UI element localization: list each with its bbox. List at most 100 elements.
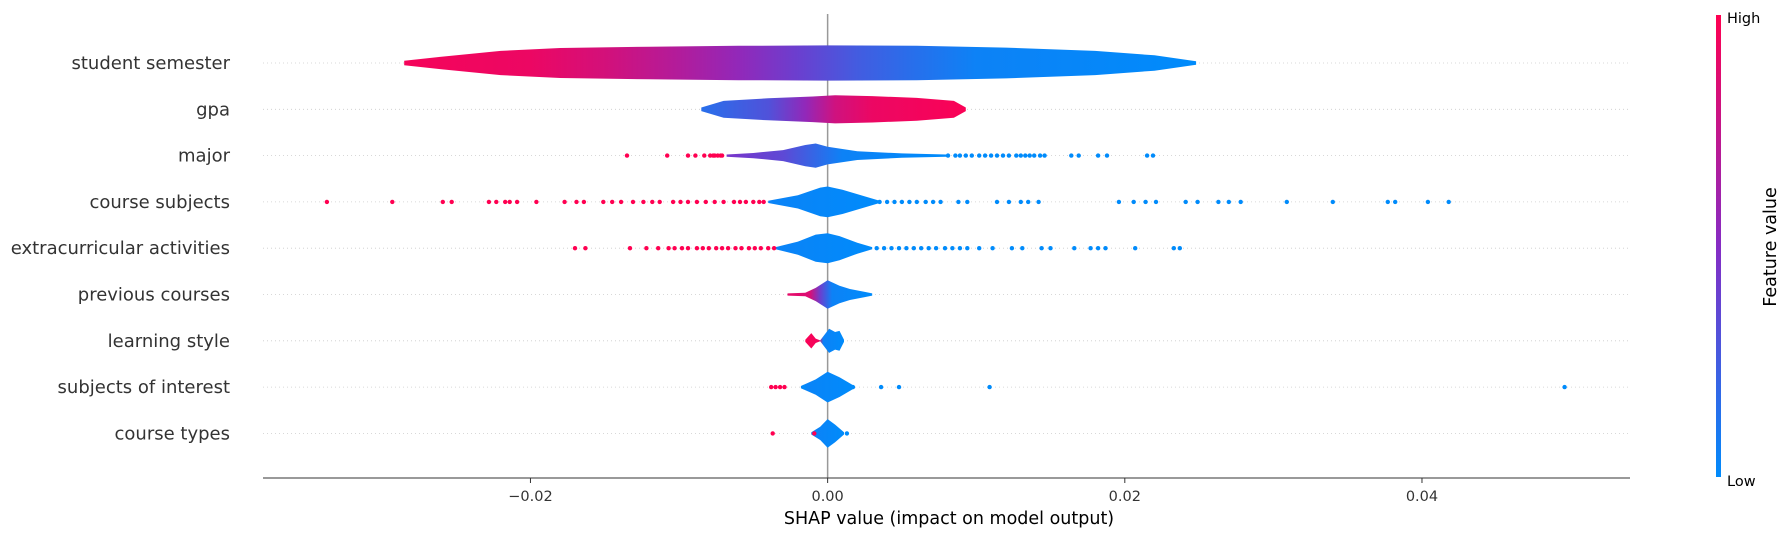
point-high-course-subjects bbox=[618, 199, 624, 205]
point-high-extracurricular-activities bbox=[733, 246, 738, 251]
point-high-extracurricular-activities bbox=[714, 246, 719, 251]
outlier-points bbox=[324, 153, 1567, 436]
point-low-course-subjects bbox=[1036, 199, 1041, 205]
colorbar-low-label: Low bbox=[1727, 474, 1756, 490]
point-low-course-subjects bbox=[1446, 199, 1451, 205]
feature-label-previous-courses: previous courses bbox=[78, 285, 230, 306]
point-high-course-subjects bbox=[737, 199, 743, 205]
point-low-course-subjects bbox=[907, 199, 912, 205]
point-low-course-subjects bbox=[892, 199, 897, 205]
point-low-extracurricular-activities bbox=[1095, 246, 1101, 251]
point-low-course-subjects bbox=[1153, 199, 1159, 205]
point-high-course-subjects bbox=[721, 199, 726, 205]
point-high-subjects-of-interest bbox=[777, 384, 783, 390]
violin-learning-style bbox=[805, 328, 844, 353]
x-tick-label: 0.02 bbox=[1109, 489, 1141, 505]
point-high-course-subjects bbox=[324, 199, 330, 205]
point-high-course-subjects bbox=[650, 199, 655, 205]
point-high-extracurricular-activities bbox=[766, 246, 771, 251]
point-high-course-subjects bbox=[685, 199, 691, 205]
x-axis: −0.02 0.00 0.02 0.04 bbox=[263, 477, 1630, 505]
feature-label-course-types: course types bbox=[115, 423, 230, 444]
point-high-course-subjects bbox=[507, 199, 512, 205]
point-low-extracurricular-activities bbox=[957, 246, 963, 251]
point-high-course-subjects bbox=[390, 199, 395, 205]
point-low-course-subjects bbox=[930, 199, 936, 205]
point-high-course-types bbox=[770, 431, 775, 436]
x-tick-label: −0.02 bbox=[508, 489, 552, 505]
point-low-extracurricular-activities bbox=[1009, 246, 1015, 251]
point-low-course-subjects bbox=[1143, 199, 1148, 205]
point-high-course-subjects bbox=[503, 199, 508, 205]
point-low-extracurricular-activities bbox=[919, 246, 924, 251]
point-low-extracurricular-activities bbox=[1072, 246, 1077, 251]
point-low-course-subjects bbox=[956, 199, 961, 205]
point-low-major bbox=[945, 153, 951, 158]
feature-label-course-subjects: course subjects bbox=[89, 192, 230, 213]
feature-label-major: major bbox=[178, 146, 231, 167]
point-high-course-subjects bbox=[562, 199, 567, 205]
point-low-course-subjects bbox=[923, 199, 928, 205]
x-tick-label: 0.00 bbox=[811, 489, 843, 505]
point-low-course-subjects bbox=[994, 199, 1000, 205]
point-low-course-subjects bbox=[1226, 199, 1232, 205]
point-low-extracurricular-activities bbox=[926, 246, 931, 251]
point-high-major bbox=[685, 153, 691, 158]
feature-label-extracurricular-activities: extracurricular activities bbox=[11, 238, 230, 259]
point-low-extracurricular-activities bbox=[1020, 246, 1025, 251]
point-low-course-subjects bbox=[1131, 199, 1136, 205]
point-high-course-subjects bbox=[757, 199, 762, 205]
point-low-course-subjects bbox=[1393, 199, 1398, 205]
point-low-extracurricular-activities bbox=[874, 246, 879, 251]
point-high-course-subjects bbox=[657, 199, 662, 205]
colorbar: High Low Feature value bbox=[1716, 11, 1781, 490]
point-low-major bbox=[1104, 153, 1110, 158]
point-high-subjects-of-interest bbox=[769, 384, 774, 390]
point-low-major bbox=[1027, 153, 1032, 158]
point-low-major bbox=[1042, 153, 1047, 158]
point-low-course-subjects bbox=[884, 199, 890, 205]
point-high-course-subjects bbox=[494, 199, 499, 205]
point-low-extracurricular-activities bbox=[1103, 246, 1108, 251]
point-high-course-subjects bbox=[703, 199, 708, 205]
feature-label-gpa: gpa bbox=[196, 99, 230, 120]
point-low-major bbox=[953, 153, 958, 158]
point-high-extracurricular-activities bbox=[771, 246, 777, 251]
point-high-extracurricular-activities bbox=[672, 246, 677, 251]
point-high-course-subjects bbox=[743, 199, 749, 205]
point-low-subjects-of-interest bbox=[1562, 384, 1567, 390]
x-tick-label: 0.04 bbox=[1406, 489, 1438, 505]
point-high-extracurricular-activities bbox=[572, 246, 578, 251]
colorbar-title: Feature value bbox=[1761, 187, 1781, 307]
point-low-subjects-of-interest bbox=[850, 384, 856, 390]
point-high-extracurricular-activities bbox=[752, 246, 757, 251]
point-low-major bbox=[988, 153, 994, 158]
point-low-major bbox=[969, 153, 974, 158]
point-low-course-subjects bbox=[1284, 199, 1290, 205]
feature-label-student-semester: student semester bbox=[71, 53, 230, 74]
feature-label-subjects-of-interest: subjects of interest bbox=[58, 377, 230, 398]
violin-subjects-of-interest bbox=[800, 371, 855, 403]
point-high-course-subjects bbox=[694, 199, 700, 205]
point-low-extracurricular-activities bbox=[977, 246, 982, 251]
point-high-course-subjects bbox=[670, 199, 676, 205]
point-high-course-subjects bbox=[514, 199, 520, 205]
point-high-extracurricular-activities bbox=[685, 246, 691, 251]
point-low-course-subjects bbox=[1385, 199, 1391, 205]
point-high-extracurricular-activities bbox=[656, 246, 661, 251]
point-low-extracurricular-activities bbox=[1177, 246, 1183, 251]
point-high-course-subjects bbox=[761, 199, 766, 205]
violin-previous-courses bbox=[787, 280, 873, 309]
point-low-extracurricular-activities bbox=[933, 246, 939, 251]
point-low-course-subjects bbox=[1330, 199, 1336, 205]
point-low-extracurricular-activities bbox=[881, 246, 887, 251]
point-low-major bbox=[1037, 153, 1043, 158]
colorbar-high-label: High bbox=[1727, 11, 1760, 27]
point-high-course-subjects bbox=[712, 199, 717, 205]
point-low-major bbox=[1018, 153, 1023, 158]
point-high-course-subjects bbox=[610, 199, 615, 205]
point-low-major bbox=[1014, 153, 1019, 158]
point-low-major bbox=[982, 153, 988, 158]
point-high-course-subjects bbox=[581, 199, 587, 205]
